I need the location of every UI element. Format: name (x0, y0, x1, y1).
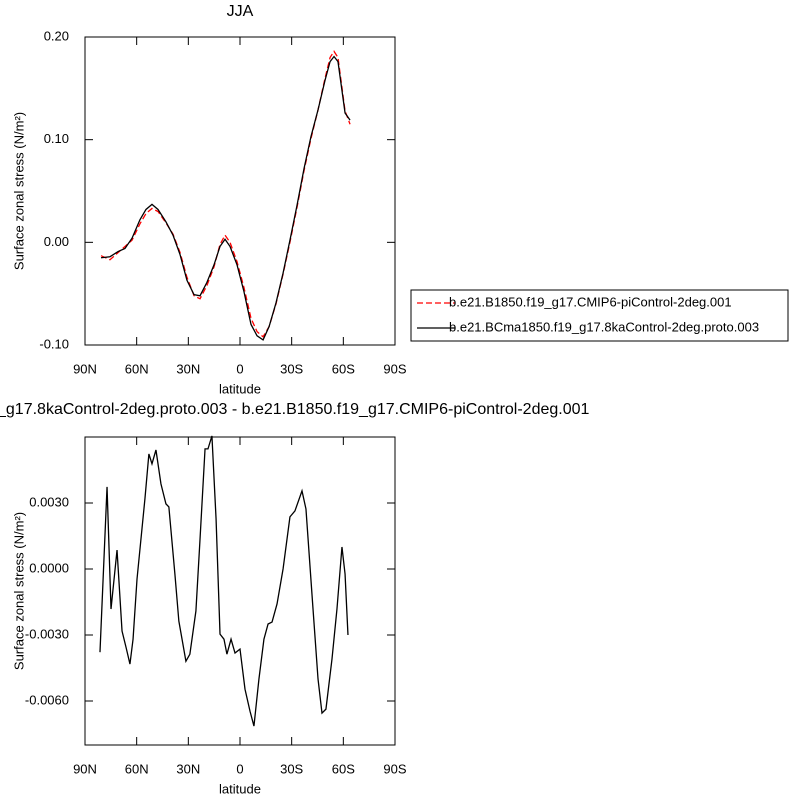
x-tick-label: 90N (73, 361, 97, 376)
y-tick-label: 0.0000 (29, 560, 69, 575)
x-tick-label: 90N (73, 761, 97, 776)
x-tick-label: 60N (125, 761, 149, 776)
y-tick-label: -0.0060 (25, 692, 69, 707)
legend-box (410, 289, 789, 342)
y-tick-label: 0.00 (44, 234, 69, 249)
y-tick-label: 0.10 (44, 131, 69, 146)
x-tick-label: 0 (236, 361, 243, 376)
y-tick-label: -0.0030 (25, 626, 69, 641)
x-tick-label: 90S (383, 361, 406, 376)
x-tick-label: 30S (280, 361, 303, 376)
chart-title: _g17.8kaControl-2deg.proto.003 - b.e21.B… (0, 401, 590, 418)
x-axis-label: latitude (219, 781, 261, 796)
plot-frame (84, 436, 396, 746)
y-tick-label: -0.10 (39, 336, 69, 351)
x-tick-label: 60S (332, 361, 355, 376)
y-tick-label: 0.0030 (29, 494, 69, 509)
x-tick-label: 90S (383, 761, 406, 776)
data-line (99, 435, 349, 727)
data-line (100, 55, 351, 341)
x-tick-label: 30S (280, 761, 303, 776)
y-axis-label: Surface zonal stress (N/m²) (11, 112, 26, 270)
legend-label: b.e21.BCma1850.f19_g17.8kaControl-2deg.p… (449, 319, 759, 334)
x-tick-label: 30N (176, 361, 200, 376)
y-axis-label: Surface zonal stress (N/m²) (11, 512, 26, 670)
x-axis-label: latitude (219, 381, 261, 396)
plot-frame (84, 36, 396, 346)
data-line (100, 50, 351, 338)
x-tick-label: 60N (125, 361, 149, 376)
x-tick-label: 30N (176, 761, 200, 776)
legend-label: b.e21.B1850.f19_g17.CMIP6-piControl-2deg… (449, 294, 732, 309)
x-tick-label: 0 (236, 761, 243, 776)
chart-title: JJA (227, 3, 254, 20)
x-tick-label: 60S (332, 761, 355, 776)
y-tick-label: 0.20 (44, 28, 69, 43)
